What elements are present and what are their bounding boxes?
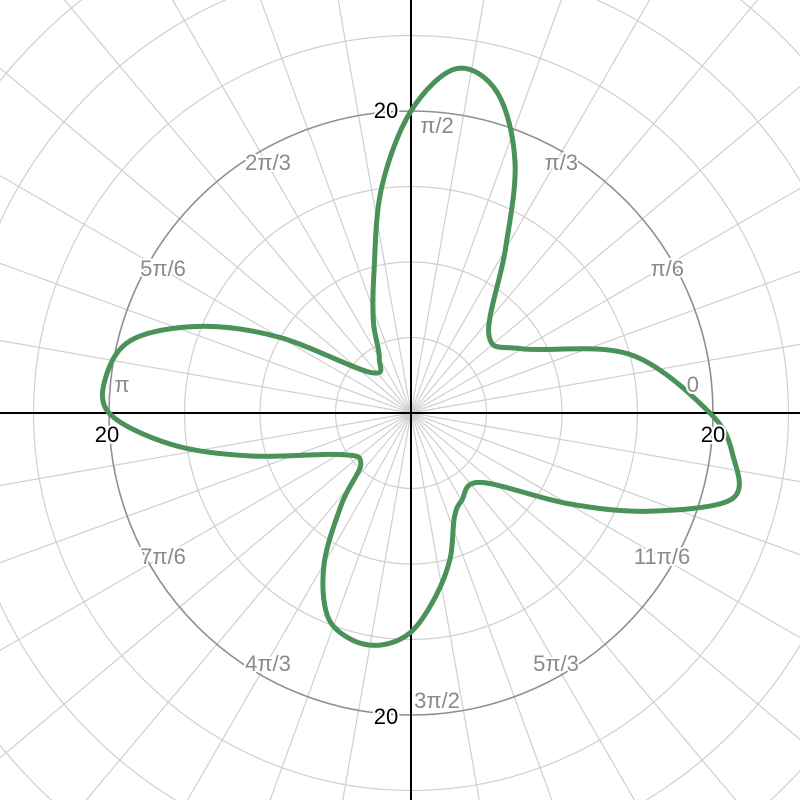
radius-label: 20: [701, 422, 725, 447]
series-curve-0: [99, 65, 742, 648]
angle-label: π: [114, 372, 129, 397]
angular-grid-line: [0, 339, 412, 414]
angle-label: 7π/6: [140, 544, 186, 569]
angular-grid-line: [410, 412, 636, 800]
angular-grid-line: [342, 412, 412, 800]
radius-labels: 20 20 20 20: [93, 96, 727, 731]
angle-label: 5π/3: [533, 651, 579, 676]
radius-label: 20: [95, 422, 119, 447]
angle-label: π/2: [420, 113, 454, 138]
angular-grid-line: [410, 412, 800, 741]
angular-grid-line: [0, 412, 412, 487]
angle-label: 3π/2: [414, 688, 460, 713]
angular-grid-line: [63, 0, 412, 414]
radius-label: 20: [374, 98, 398, 123]
angular-grid-line: [410, 187, 800, 414]
angular-grid-line: [410, 0, 651, 414]
angular-grid-line: [410, 85, 800, 414]
angular-grid-line: [410, 0, 759, 414]
angular-grid-line: [410, 412, 553, 800]
angle-label: π/6: [650, 256, 684, 281]
angular-grid-line: [269, 412, 412, 800]
angular-grid-line: [410, 0, 562, 414]
angular-grid-line: [0, 412, 412, 651]
angular-grid-line: [410, 412, 800, 556]
angle-label: π/3: [544, 150, 578, 175]
radius-label: 20: [374, 704, 398, 729]
angular-grid-line: [0, 412, 412, 564]
angular-grid-line: [410, 412, 800, 639]
angle-label: 11π/6: [634, 544, 690, 569]
angular-grid-line: [410, 343, 800, 414]
angle-label: 0: [687, 372, 699, 397]
angle-label: 2π/3: [245, 150, 291, 175]
angular-grid-line: [0, 412, 412, 759]
series-layer: [99, 65, 742, 648]
angular-grid-line: [0, 262, 412, 414]
angular-grid-line: [186, 412, 412, 800]
angular-grid-line: [410, 0, 485, 414]
angular-grid-line: [0, 67, 412, 414]
angular-grid-line: [85, 412, 412, 800]
angular-grid-line: [260, 0, 412, 414]
angle-label: 4π/3: [245, 651, 291, 676]
angular-grid-line: [410, 412, 480, 800]
angle-label: 5π/6: [140, 256, 186, 281]
angular-grid-line: [410, 412, 800, 483]
angle-labels: 0 π/6 π/3 π/2 2π/3 5π/6 π 7π/6 4π/3 3π/2 5π/3 11π/6: [112, 111, 701, 715]
angular-grid-line: [410, 270, 800, 414]
angular-grid-line: [171, 0, 412, 414]
angular-grid-line: [410, 412, 737, 800]
angular-grid-line: [0, 175, 412, 414]
